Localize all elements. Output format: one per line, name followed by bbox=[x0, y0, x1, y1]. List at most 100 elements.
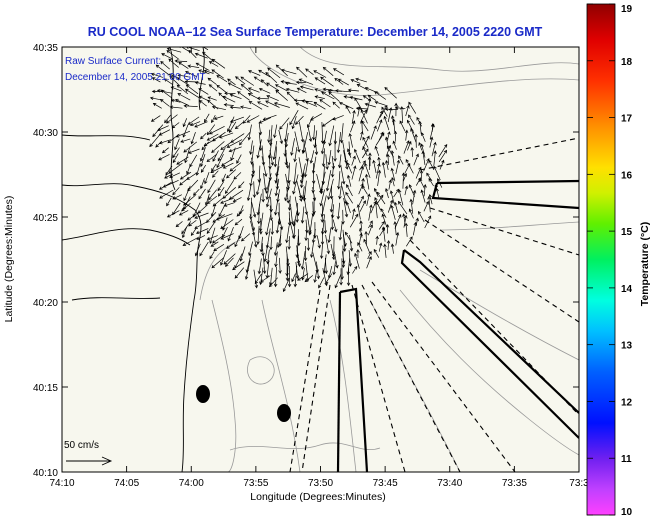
current-vector bbox=[223, 202, 236, 207]
station-marker-east bbox=[277, 404, 291, 422]
current-vector bbox=[273, 266, 278, 288]
current-vector bbox=[364, 230, 368, 245]
x-tick-label: 73:3 bbox=[569, 478, 589, 489]
current-vector bbox=[240, 76, 254, 86]
current-vector bbox=[293, 98, 306, 103]
current-vector bbox=[429, 123, 435, 140]
current-vector bbox=[300, 251, 306, 270]
colorbar-tick-label: 16 bbox=[621, 170, 633, 181]
current-vector bbox=[332, 68, 345, 76]
current-vector bbox=[172, 153, 179, 164]
current-vector bbox=[303, 158, 309, 178]
current-vector bbox=[332, 115, 344, 121]
current-vector bbox=[269, 236, 273, 251]
current-vector bbox=[211, 257, 225, 269]
current-vector bbox=[358, 227, 363, 238]
colorbar-tick-label: 15 bbox=[621, 227, 633, 238]
current-vector bbox=[292, 174, 299, 195]
current-vector bbox=[263, 242, 269, 263]
current-vector bbox=[285, 258, 290, 282]
current-vector bbox=[342, 233, 347, 247]
current-vector bbox=[156, 89, 173, 94]
current-vector bbox=[345, 201, 351, 214]
y-tick-label: 40:15 bbox=[33, 383, 58, 394]
current-vector bbox=[311, 228, 316, 244]
current-vector bbox=[428, 159, 435, 170]
current-vector bbox=[330, 243, 336, 261]
current-vector bbox=[166, 197, 172, 207]
x-tick-label: 73:55 bbox=[243, 478, 268, 489]
current-vector bbox=[149, 133, 161, 148]
current-vector bbox=[172, 187, 180, 196]
current-vector bbox=[252, 229, 258, 248]
current-vector bbox=[410, 146, 414, 157]
current-vector bbox=[341, 251, 346, 265]
current-vector bbox=[169, 75, 180, 86]
current-vector bbox=[367, 224, 374, 236]
current-vector bbox=[184, 88, 200, 98]
current-vector bbox=[234, 218, 243, 226]
current-vector bbox=[249, 172, 254, 187]
current-vector bbox=[198, 188, 206, 200]
current-vector bbox=[216, 75, 228, 83]
current-vector bbox=[333, 131, 338, 145]
current-vector bbox=[150, 72, 164, 78]
current-vector bbox=[175, 130, 191, 138]
current-vector bbox=[387, 199, 394, 213]
current-vector bbox=[161, 147, 169, 154]
current-vector bbox=[227, 82, 242, 90]
current-vector bbox=[183, 185, 191, 202]
current-vector bbox=[257, 204, 261, 225]
current-vector bbox=[257, 101, 269, 108]
current-vector bbox=[359, 160, 366, 171]
current-vector bbox=[226, 242, 235, 249]
current-vector bbox=[198, 69, 210, 75]
current-vector bbox=[394, 106, 406, 110]
current-vector bbox=[309, 113, 323, 121]
current-vector bbox=[176, 156, 189, 165]
current-vector bbox=[190, 228, 197, 237]
current-vector bbox=[206, 195, 218, 204]
current-vector bbox=[275, 89, 288, 101]
current-vector bbox=[180, 138, 191, 143]
y-tick-label: 40:10 bbox=[33, 468, 58, 479]
current-vector bbox=[406, 119, 415, 134]
current-vector bbox=[265, 100, 280, 108]
current-vector bbox=[296, 66, 308, 78]
current-vector bbox=[408, 114, 415, 125]
current-vector bbox=[344, 231, 353, 244]
plot-area bbox=[62, 47, 579, 472]
current-vector bbox=[220, 197, 235, 204]
current-vector bbox=[165, 165, 173, 176]
current-vector bbox=[309, 150, 315, 164]
current-vector bbox=[189, 121, 201, 127]
current-vector bbox=[381, 161, 386, 178]
current-vector bbox=[249, 197, 253, 220]
current-vector bbox=[256, 225, 260, 245]
current-vector bbox=[236, 154, 242, 164]
current-vector bbox=[332, 219, 338, 233]
current-vector bbox=[339, 268, 343, 286]
colorbar-tick-label: 12 bbox=[621, 397, 633, 408]
current-vector bbox=[327, 228, 332, 244]
current-vector bbox=[158, 129, 171, 136]
current-vector bbox=[354, 252, 360, 269]
current-vector bbox=[388, 179, 392, 190]
current-vector bbox=[209, 227, 216, 245]
current-vector bbox=[343, 150, 349, 170]
current-vector bbox=[420, 189, 426, 203]
current-vector bbox=[404, 129, 409, 141]
current-vector bbox=[420, 143, 426, 158]
current-vector bbox=[408, 184, 415, 197]
current-vector bbox=[176, 77, 190, 86]
current-vector bbox=[199, 147, 206, 162]
current-vector bbox=[169, 172, 181, 178]
current-vector bbox=[342, 141, 348, 164]
current-vector bbox=[159, 189, 174, 199]
current-vector bbox=[248, 70, 261, 76]
current-vector bbox=[356, 248, 360, 259]
current-vector bbox=[401, 172, 406, 189]
current-vector bbox=[194, 221, 207, 229]
current-vector bbox=[218, 187, 225, 197]
current-vector bbox=[234, 267, 245, 279]
